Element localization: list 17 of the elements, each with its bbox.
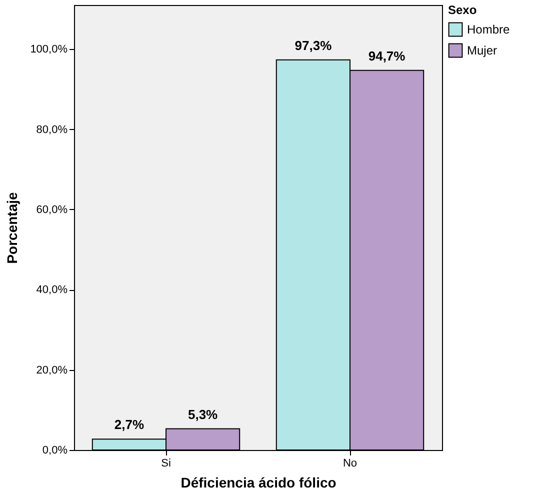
legend-label: Mujer: [467, 44, 498, 58]
x-axis-title: Déficiencia ácido fólico: [180, 474, 336, 490]
y-tick-label: 60,0%: [36, 204, 68, 216]
legend-title: Sexo: [448, 3, 477, 17]
y-tick-label: 80,0%: [36, 124, 68, 136]
data-label: 5,3%: [188, 406, 218, 422]
data-label: 94,7%: [368, 48, 406, 64]
legend-label: Hombre: [467, 22, 510, 36]
y-tick-label: 40,0%: [36, 284, 68, 296]
y-tick-label: 100,0%: [30, 44, 68, 56]
x-tick-label: No: [342, 458, 358, 470]
data-label: 2,7%: [114, 417, 144, 432]
data-label: 97,3%: [294, 38, 332, 53]
x-tick-label: Si: [161, 458, 171, 470]
y-tick-label: 20,0%: [36, 364, 68, 376]
y-tick-label: 0,0%: [42, 444, 68, 456]
y-axis-title: Porcentaje: [4, 192, 20, 264]
